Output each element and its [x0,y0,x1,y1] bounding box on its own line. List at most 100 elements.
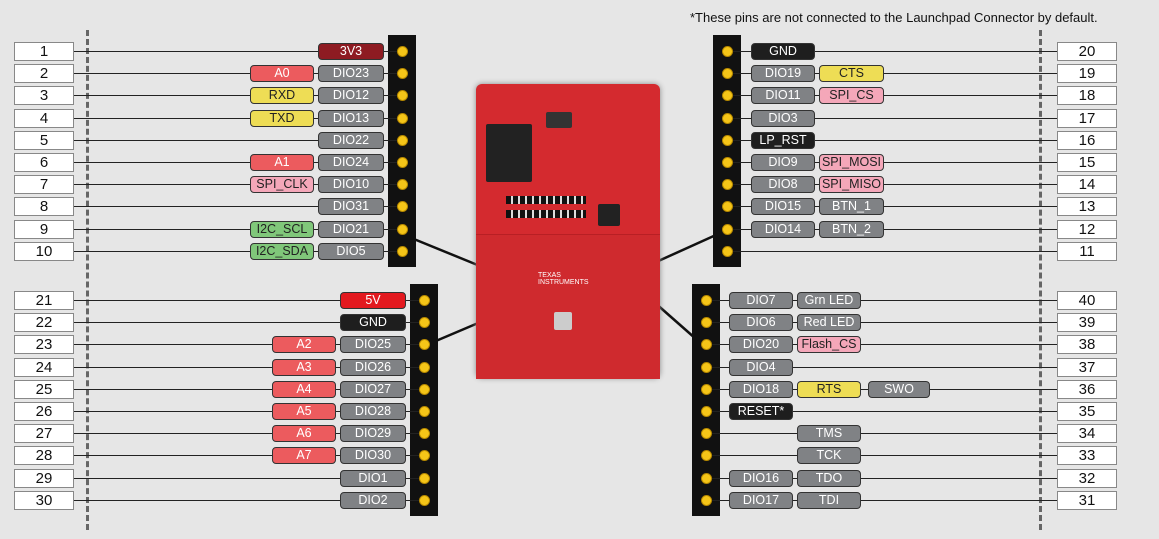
header-pin[interactable] [721,68,733,80]
header-pin[interactable] [418,361,430,373]
header-pin[interactable] [418,494,430,506]
header-pin[interactable] [700,361,712,373]
header-pin[interactable] [396,134,408,146]
header-pin[interactable] [418,472,430,484]
header-pin[interactable] [418,406,430,417]
header-pin[interactable] [700,494,712,506]
rf-section [476,234,660,379]
header-pin[interactable] [396,223,408,235]
pin-number-box: 36 [1057,379,1117,399]
pin-wire [74,95,402,97]
header-pin[interactable] [396,157,408,168]
pin-label-dio15: DIO15 [751,198,815,216]
pin-label-dio3: DIO3 [751,109,815,127]
pin-wire [74,184,402,186]
pin-label-3v3: 3V3 [318,43,384,60]
header-pin[interactable] [721,201,733,213]
pin-label-reset-: RESET* [729,403,793,420]
header-pin[interactable] [700,339,712,351]
jumper-header [506,210,586,218]
header-pin[interactable] [700,295,712,306]
pin-number-box: 21 [14,291,74,310]
pin-wire [74,117,402,119]
right-boundary-line [1039,30,1042,530]
pin-wire [727,117,1057,119]
header-pin[interactable] [721,223,733,235]
pin-number-box: 25 [14,379,74,399]
pin-wire [706,344,1057,346]
header-pin[interactable] [721,179,733,191]
header-pin[interactable] [418,317,430,329]
pin-wire [74,477,424,479]
pin-label-red-led: Red LED [797,314,861,332]
header-pin[interactable] [396,245,408,257]
pin-number-box: 31 [1057,490,1117,510]
pin-wire [74,322,424,324]
header-pin[interactable] [396,68,408,80]
pin-label-dio28: DIO28 [340,403,406,420]
pin-label-swo: SWO [868,380,930,398]
header-pin[interactable] [396,112,408,124]
header-pin[interactable] [396,90,408,102]
header-pin[interactable] [721,90,733,102]
pin-label-tms: TMS [797,425,861,443]
pin-label-a1: A1 [250,154,314,171]
pin-label-dio11: DIO11 [751,87,815,105]
header-pin[interactable] [721,112,733,124]
pin-wire [74,366,424,368]
header-pin[interactable] [700,450,712,462]
pin-number-box: 30 [14,490,74,510]
pin-label-dio1: DIO1 [340,469,406,487]
header-pin[interactable] [396,179,408,191]
pin-label-a4: A4 [272,380,336,398]
pin-label-cts: CTS [819,65,884,83]
pin-number-box: 17 [1057,108,1117,128]
pin-label-5v: 5V [340,292,406,309]
pin-wire [706,477,1057,479]
header-pin[interactable] [396,46,408,57]
pin-label-dio24: DIO24 [318,154,384,171]
pin-label-grn-led: Grn LED [797,292,861,309]
header-pin[interactable] [700,317,712,329]
header-pin[interactable] [396,201,408,213]
pin-label-dio7: DIO7 [729,292,793,309]
header-pin[interactable] [418,383,430,395]
pin-label-dio25: DIO25 [340,336,406,354]
pin-number-box: 15 [1057,153,1117,172]
pin-label-btn-2: BTN_2 [819,220,884,238]
header-pin[interactable] [418,450,430,462]
pin-label-rts: RTS [797,380,861,398]
pin-label-flash-cs: Flash_CS [797,336,861,354]
header-pin[interactable] [700,428,712,440]
pin-number-box: 24 [14,357,74,377]
header-pin[interactable] [418,339,430,351]
header-pin[interactable] [418,428,430,440]
pin-label-a3: A3 [272,358,336,376]
pin-wire [706,433,1057,435]
header-pin[interactable] [721,46,733,57]
pin-label-tdi: TDI [797,491,861,509]
pin-label-dio8: DIO8 [751,176,815,194]
pin-number-box: 28 [14,446,74,466]
header-pin[interactable] [700,406,712,417]
pin-wire [727,139,1057,141]
header-pin[interactable] [700,383,712,395]
pin-label-a7: A7 [272,447,336,465]
pin-number-box: 13 [1057,197,1117,217]
pin-wire [74,51,402,52]
pin-label-dio29: DIO29 [340,425,406,443]
header-pin[interactable] [721,134,733,146]
header-pin[interactable] [721,245,733,257]
crystal [554,312,572,330]
header-pin[interactable] [418,295,430,306]
pin-wire [727,250,1057,252]
pin-wire [74,455,424,457]
pin-wire [706,411,1057,412]
header-pin[interactable] [700,472,712,484]
left-boundary-line [86,30,89,530]
pin-label-dio20: DIO20 [729,336,793,354]
pin-label-dio31: DIO31 [318,198,384,216]
header-pin[interactable] [721,157,733,168]
pin-wire [727,95,1057,97]
pin-label-dio9: DIO9 [751,154,815,171]
